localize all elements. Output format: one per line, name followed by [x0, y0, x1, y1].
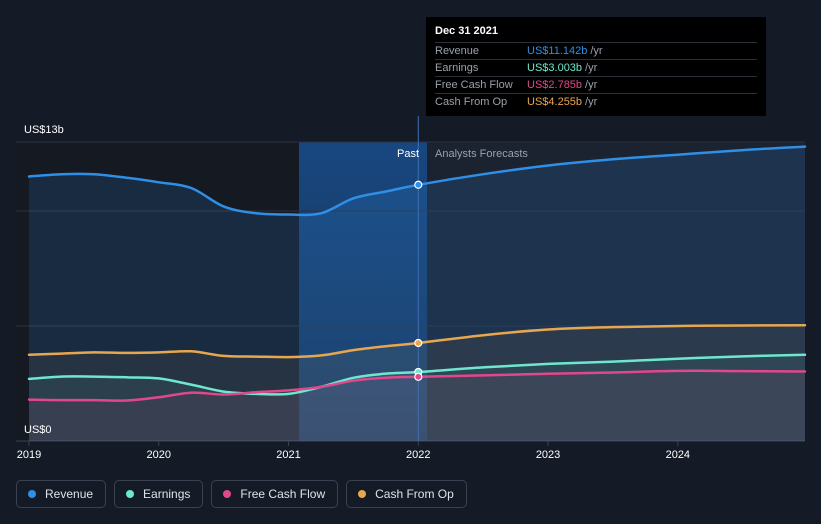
tooltip-label: Cash From Op	[435, 96, 508, 108]
legend-label: Free Cash Flow	[240, 487, 326, 501]
tooltip-row-earnings: Earnings US$3.003b /yr	[435, 59, 757, 76]
series-fills	[29, 146, 805, 441]
tooltip-value: US$11.142b	[527, 45, 588, 57]
legend-item-cash-from-op[interactable]: Cash From Op	[346, 480, 467, 508]
y-axis-bottom-label: US$0	[24, 424, 52, 436]
series-line-cash-from-op	[27, 324, 807, 359]
legend-dot-icon	[358, 490, 367, 498]
forecast-label: Analysts Forecasts	[435, 148, 528, 160]
dark-past-band	[16, 142, 299, 441]
legend-item-revenue[interactable]: Revenue	[16, 480, 107, 508]
marker-free-cash-flow	[414, 372, 423, 381]
hover-markers	[414, 180, 423, 381]
tooltip-unit: /yr	[590, 45, 603, 57]
series-area-earnings	[29, 354, 805, 441]
legend-item-earnings[interactable]: Earnings	[114, 480, 204, 508]
tooltip-unit: /yr	[585, 79, 598, 91]
legend-item-free-cash-flow[interactable]: Free Cash Flow	[211, 480, 339, 508]
series-area-revenue	[29, 146, 805, 441]
x-tick-label: 2024	[666, 449, 690, 461]
tooltip-label: Earnings	[435, 62, 479, 74]
hover-tooltip: Dec 31 2021 Revenue US$11.142b /yr Earni…	[426, 17, 766, 116]
tooltip-unit: /yr	[585, 96, 598, 108]
legend-dot-icon	[223, 490, 232, 498]
x-axis-ticks: 2019 2020 2021 2022 2023 2024	[17, 441, 690, 461]
series-line-free-cash-flow	[27, 369, 807, 402]
marker-revenue	[414, 180, 423, 189]
series-line-revenue	[27, 145, 807, 217]
x-tick-label: 2021	[276, 449, 300, 461]
tooltip-value: US$3.003b	[527, 62, 583, 74]
legend-label: Cash From Op	[375, 487, 454, 501]
series-area-free-cash-flow	[29, 370, 805, 441]
tooltip-row-revenue: Revenue US$11.142b /yr	[435, 42, 757, 59]
tooltip-row-free-cash-flow: Free Cash Flow US$2.785b /yr	[435, 76, 757, 93]
x-tick-label: 2020	[147, 449, 171, 461]
legend-dot-icon	[126, 490, 135, 498]
marker-cash-from-op	[414, 338, 423, 348]
legend-label: Revenue	[45, 487, 94, 501]
tooltip-value: US$4.255b	[527, 96, 583, 108]
series-area-cash-from-op	[29, 325, 805, 441]
tooltip-row-cash-from-op: Cash From Op US$4.255b /yr	[435, 93, 757, 110]
tooltip-label: Revenue	[435, 45, 480, 57]
tooltip-unit: /yr	[585, 62, 598, 74]
tooltip-date: Dec 31 2021	[435, 25, 498, 37]
highlight-past-band	[299, 142, 427, 441]
x-tick-label: 2022	[406, 449, 430, 461]
tooltip-value: US$2.785b	[527, 79, 583, 91]
x-tick-label: 2019	[17, 449, 41, 461]
legend-dot-icon	[28, 490, 36, 498]
legend-label: Earnings	[143, 487, 191, 501]
chart-legend: Revenue Earnings Free Cash Flow Cash Fro…	[16, 480, 467, 508]
x-tick-label: 2023	[536, 449, 560, 461]
series-lines	[27, 145, 807, 402]
past-label: Past	[397, 148, 419, 160]
tooltip-label: Free Cash Flow	[435, 79, 513, 91]
y-axis-top-label: US$13b	[24, 124, 64, 136]
